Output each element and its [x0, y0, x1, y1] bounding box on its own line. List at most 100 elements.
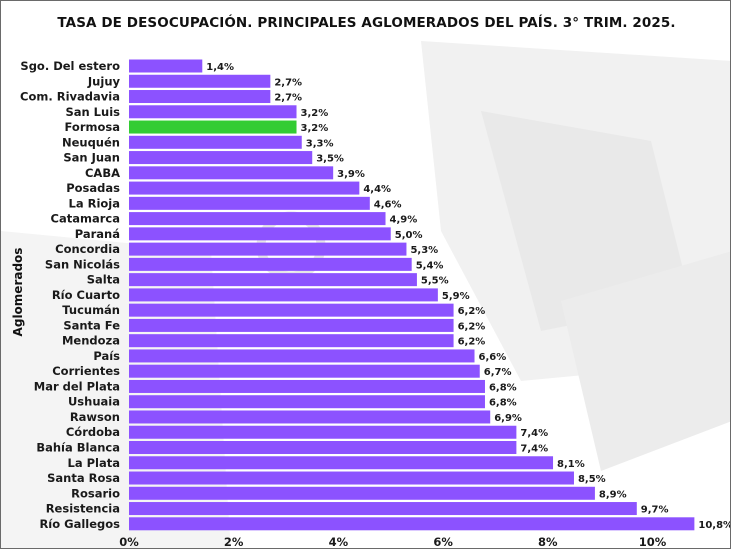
bar: [129, 242, 407, 256]
data-label: 6,6%: [479, 352, 507, 363]
category-label: La Rioja: [69, 196, 121, 210]
category-label: Córdoba: [66, 425, 120, 439]
category-label: Mar del Plata: [34, 379, 120, 393]
category-label: Concordia: [55, 242, 120, 256]
data-label: 6,2%: [458, 306, 486, 317]
category-label: San Juan: [63, 151, 120, 165]
category-label: Rawson: [70, 410, 120, 424]
data-label: 7,4%: [520, 444, 548, 455]
data-label: 3,2%: [301, 123, 329, 134]
data-label: 6,2%: [458, 337, 486, 348]
bar: [129, 90, 271, 104]
x-tick-label: 10%: [639, 535, 667, 549]
data-label: 4,9%: [390, 215, 418, 226]
category-label: Paraná: [75, 227, 120, 241]
data-label: 3,3%: [306, 138, 334, 149]
category-label: Posadas: [66, 181, 120, 195]
bar: [129, 135, 302, 149]
bar: [129, 288, 438, 302]
data-label: 3,9%: [337, 169, 365, 180]
x-tick-label: 2%: [224, 535, 244, 549]
bar: [129, 486, 595, 500]
bar: [129, 471, 574, 485]
category-label: Formosa: [65, 120, 120, 134]
bar: [129, 212, 386, 226]
category-label: CABA: [85, 166, 120, 180]
data-label: 3,2%: [301, 108, 329, 119]
x-tick-label: 6%: [433, 535, 453, 549]
category-label: Corrientes: [52, 364, 120, 378]
category-label: Santa Rosa: [47, 471, 120, 485]
bar: [129, 74, 271, 88]
data-label: 2,7%: [274, 77, 302, 88]
bar: [129, 364, 480, 378]
category-label: Jujuy: [87, 74, 121, 88]
category-label: Sgo. Del estero: [20, 59, 120, 73]
bar: [129, 334, 454, 348]
data-label: 4,4%: [363, 184, 391, 195]
bar: [129, 517, 695, 531]
data-label: 4,6%: [374, 199, 402, 210]
bar: [129, 379, 485, 393]
bar: [129, 318, 454, 332]
bar: [129, 273, 417, 287]
data-label: 6,7%: [484, 367, 512, 378]
data-label: 5,3%: [410, 245, 438, 256]
bar: [129, 59, 203, 73]
data-label: 3,5%: [316, 154, 344, 165]
category-label: Tucumán: [62, 303, 120, 317]
data-label: 6,9%: [494, 413, 522, 424]
data-label: 7,4%: [520, 428, 548, 439]
data-label: 8,1%: [557, 459, 585, 470]
bar: [129, 105, 297, 119]
bar: [129, 151, 313, 165]
category-label: Santa Fe: [63, 318, 120, 332]
chart-title: TASA DE DESOCUPACIÓN. PRINCIPALES AGLOME…: [57, 15, 676, 31]
bar: [129, 425, 517, 439]
category-label: San Nicolás: [45, 257, 120, 271]
bar: [129, 181, 360, 195]
bar: [129, 395, 485, 409]
category-label: Catamarca: [51, 212, 120, 226]
x-tick-label: 0%: [119, 535, 139, 549]
bar: [129, 166, 334, 180]
data-label: 5,0%: [395, 230, 423, 241]
bar: [129, 303, 454, 317]
category-label: San Luis: [65, 105, 120, 119]
category-label: Resistencia: [46, 502, 120, 516]
category-label: Ushuaia: [68, 395, 120, 409]
data-label: 2,7%: [274, 93, 302, 104]
x-tick-label: 8%: [538, 535, 558, 549]
bar: [129, 227, 391, 241]
category-label: Río Gallegos: [39, 517, 120, 531]
bar: [129, 502, 637, 516]
category-label: Com. Rivadavia: [20, 90, 120, 104]
bar: [129, 120, 297, 134]
bar: [129, 410, 491, 424]
bar: [129, 196, 370, 210]
data-label: 9,7%: [641, 505, 669, 516]
data-label: 8,5%: [578, 474, 606, 485]
category-label: Salta: [87, 273, 120, 287]
category-label: País: [93, 349, 120, 363]
data-label: 10,8%: [698, 520, 731, 531]
category-label: La Plata: [68, 456, 120, 470]
category-label: Mendoza: [62, 334, 120, 348]
bar: [129, 257, 412, 271]
category-label: Rosario: [71, 486, 120, 500]
category-label: Río Cuarto: [52, 288, 120, 302]
data-label: 6,8%: [489, 398, 517, 409]
bar: [129, 349, 475, 363]
data-label: 5,4%: [416, 260, 444, 271]
data-label: 6,2%: [458, 321, 486, 332]
bar: [129, 441, 517, 454]
data-label: 5,5%: [421, 276, 449, 287]
data-label: 1,4%: [206, 62, 234, 73]
bar: [129, 456, 554, 470]
x-tick-label: 4%: [329, 535, 349, 549]
data-label: 8,9%: [599, 489, 627, 500]
category-label: Neuquén: [62, 135, 120, 149]
category-label: Bahía Blanca: [36, 441, 120, 455]
